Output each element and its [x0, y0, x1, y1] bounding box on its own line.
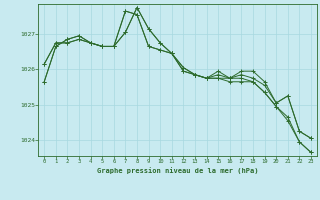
X-axis label: Graphe pression niveau de la mer (hPa): Graphe pression niveau de la mer (hPa) — [97, 167, 258, 174]
